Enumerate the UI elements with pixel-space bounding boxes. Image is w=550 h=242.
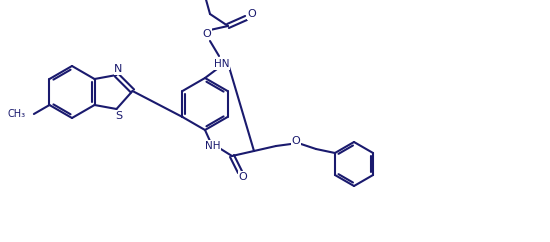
- Text: CH₃: CH₃: [8, 109, 26, 119]
- Text: O: O: [202, 29, 211, 39]
- Text: NH: NH: [205, 141, 221, 151]
- Text: O: O: [292, 136, 300, 146]
- Text: S: S: [115, 111, 122, 121]
- Text: N: N: [114, 64, 123, 74]
- Text: HN: HN: [214, 59, 230, 69]
- Text: O: O: [239, 172, 248, 182]
- Text: O: O: [248, 9, 256, 19]
